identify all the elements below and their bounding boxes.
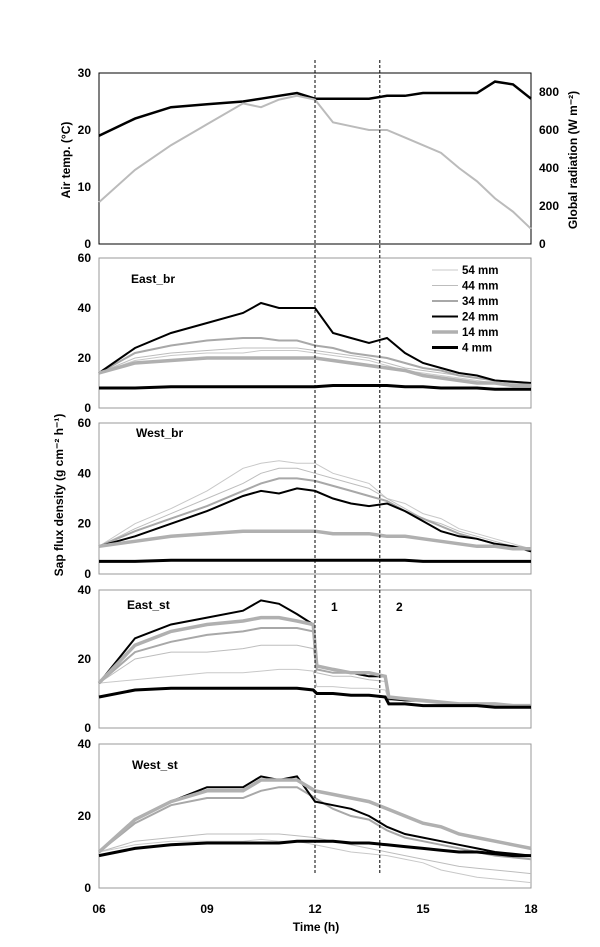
legend: 54 mm 44 mm 34 mm 24 mm 14 mm 4 mm xyxy=(432,265,498,355)
top-right-tick-label: 400 xyxy=(539,161,559,175)
annotation-1: 1 xyxy=(331,600,338,614)
y-tick-label: 40 xyxy=(78,737,92,751)
panel-name-west-br: West_br xyxy=(136,426,183,440)
legend-label-34mm: 34 mm xyxy=(462,296,498,308)
panel-name-east-br: East_br xyxy=(131,272,175,286)
x-tick-label: 06 xyxy=(92,902,106,916)
y-tick-label: 0 xyxy=(84,567,91,581)
series-line-east-br-4mm xyxy=(99,384,531,391)
top-left-ylabel: Air temp. (°C) xyxy=(59,122,73,199)
series-line-east-br-24mm xyxy=(98,301,532,384)
top-right-tick-label: 200 xyxy=(539,199,559,213)
top-right-tick-label: 800 xyxy=(539,85,559,99)
x-axis-label: Time (h) xyxy=(293,920,339,934)
legend-label-44mm: 44 mm xyxy=(462,281,498,293)
x-tick-label: 12 xyxy=(308,902,322,916)
y-tick-label: 0 xyxy=(84,721,91,735)
series-line-east-br-14mm xyxy=(98,356,531,388)
y-tick-label: 40 xyxy=(78,583,92,597)
panel-name-west-st: West_st xyxy=(132,758,178,772)
y-tick-label: 20 xyxy=(78,652,92,666)
y-tick-label: 60 xyxy=(78,416,92,430)
y-tick-label: 0 xyxy=(84,881,91,895)
series-line-west-br-14mm xyxy=(98,529,531,551)
legend-label-4mm: 4 mm xyxy=(462,343,492,355)
top-right-tick-label: 0 xyxy=(539,237,546,251)
top-series-global-radiation-line xyxy=(98,94,532,230)
x-tick-label: 18 xyxy=(524,902,538,916)
y-tick-label: 20 xyxy=(78,351,92,365)
y-tick-label: 40 xyxy=(78,301,92,315)
legend-label-24mm: 24 mm xyxy=(462,312,498,324)
legend-label-54mm: 54 mm xyxy=(462,265,498,277)
top-left-tick-label: 30 xyxy=(78,66,92,80)
y-tick-label: 0 xyxy=(84,401,91,415)
series-line-west-st-14mm xyxy=(97,778,532,854)
panel-west-st-frame xyxy=(98,743,532,889)
y-tick-label: 20 xyxy=(78,517,92,531)
series-line-west-br-4mm xyxy=(99,558,531,563)
legend-label-14mm: 14 mm xyxy=(462,327,498,339)
top-left-tick-label: 0 xyxy=(84,237,91,251)
series-line-east-br-54mm xyxy=(98,350,532,386)
x-tick-label: 15 xyxy=(416,902,430,916)
top-right-ylabel: Global radiation (W m⁻²) xyxy=(566,91,580,229)
series-line-west-st-4mm xyxy=(98,839,531,858)
annotation-2: 2 xyxy=(396,600,403,614)
y-tick-label: 60 xyxy=(78,251,92,265)
x-tick-label: 09 xyxy=(200,902,214,916)
series-line-east-st-14mm xyxy=(97,615,531,708)
top-series-air-temp-line xyxy=(98,80,532,137)
series-line-east-st-4mm xyxy=(98,686,531,709)
series-line-west-st-24mm xyxy=(98,775,532,857)
y-tick-label: 20 xyxy=(78,809,92,823)
top-right-tick-label: 600 xyxy=(539,123,559,137)
shared-ylabel: Sap flux density (g cm⁻² h⁻¹) xyxy=(52,414,66,577)
series-line-east-br-34mm xyxy=(98,337,532,384)
series-line-west-br-24mm xyxy=(98,487,532,553)
top-left-tick-label: 10 xyxy=(78,180,92,194)
series-line-west-br-54mm xyxy=(98,460,532,550)
series-line-west-st-44mm xyxy=(98,833,532,875)
series-line-west-br-44mm xyxy=(98,467,532,550)
panel-name-east-st: East_st xyxy=(127,598,170,612)
top-left-tick-label: 20 xyxy=(78,123,92,137)
y-tick-label: 40 xyxy=(78,466,92,480)
series-line-west-st-54mm xyxy=(98,838,532,884)
